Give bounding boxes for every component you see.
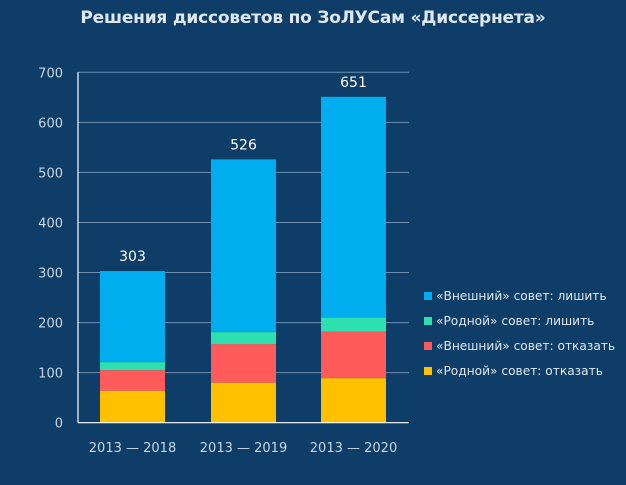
axes xyxy=(77,72,409,424)
y-tick-label: 500 xyxy=(38,166,63,181)
legend-item: «Родной» совет: отказать xyxy=(424,358,615,383)
bar-segment xyxy=(211,159,276,333)
bar-segment xyxy=(321,378,386,423)
legend-label: «Родной» совет: отказать xyxy=(436,363,603,378)
x-tick-label: 2013 — 2019 xyxy=(200,441,287,456)
legend-item: «Внешний» совет: отказать xyxy=(424,333,615,358)
y-axis-ticks: 0 100 200 300 400 500 600 700 xyxy=(38,66,63,431)
y-tick-label: 300 xyxy=(38,267,63,282)
total-label: 526 xyxy=(230,137,257,153)
total-label: 303 xyxy=(119,249,146,265)
y-tick-label: 100 xyxy=(38,367,63,382)
y-tick-label: 400 xyxy=(38,216,63,231)
y-tick-label: 600 xyxy=(38,116,63,131)
chart-title: Решения диссоветов по ЗоЛУСам «Диссернет… xyxy=(80,8,546,28)
bar-segment xyxy=(211,332,276,345)
bar-segment xyxy=(321,317,386,332)
legend-label: «Внешний» совет: лишить xyxy=(436,288,607,303)
bar-segment xyxy=(100,362,165,371)
legend-label: «Внешний» совет: отказать xyxy=(436,338,616,353)
x-axis-ticks: 2013 — 2018 2013 — 2019 2013 — 2020 xyxy=(89,441,397,456)
bar-segment xyxy=(211,344,276,383)
legend: «Внешний» совет: лишить «Родной» совет: л… xyxy=(424,283,615,383)
x-tick-label: 2013 — 2018 xyxy=(89,441,176,456)
bars xyxy=(100,96,386,423)
bar-segment xyxy=(100,370,165,391)
y-tick-label: 200 xyxy=(38,317,63,332)
legend-swatch-icon xyxy=(424,366,432,375)
legend-swatch-icon xyxy=(424,316,432,325)
y-tick-label: 0 xyxy=(55,417,63,432)
bar-segment xyxy=(100,390,165,423)
bar-segment xyxy=(100,271,165,363)
y-tick-label: 700 xyxy=(38,66,63,81)
total-label: 651 xyxy=(340,75,367,91)
total-labels: 303 526 651 xyxy=(119,75,367,265)
bar-segment xyxy=(321,96,386,318)
legend-item: «Родной» совет: лишить xyxy=(424,308,615,333)
bar-segment xyxy=(211,382,276,423)
legend-label: «Родной» совет: лишить xyxy=(436,313,595,328)
x-tick-label: 2013 — 2020 xyxy=(310,441,397,456)
legend-item: «Внешний» совет: лишить xyxy=(424,283,615,308)
bar-segment xyxy=(321,331,386,379)
legend-swatch-icon xyxy=(424,291,432,300)
legend-swatch-icon xyxy=(424,341,432,350)
